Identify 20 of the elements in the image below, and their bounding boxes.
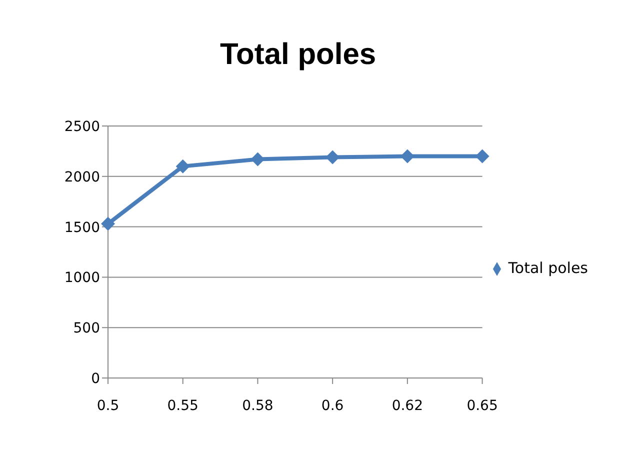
point [101, 216, 115, 231]
y-tick-label: 0 [91, 370, 100, 387]
y-tick-label: 500 [73, 320, 100, 337]
point [176, 159, 190, 174]
legend-label: Total poles [508, 259, 588, 277]
chart-title: Total poles [218, 38, 378, 72]
x-tick-label: 0.6 [321, 398, 344, 414]
point [475, 149, 490, 164]
x-tick-label: 0.55 [167, 398, 198, 414]
point [250, 152, 265, 166]
y-tick-label: 1000 [64, 270, 100, 286]
point [326, 150, 340, 164]
y-tick-label: 2000 [64, 169, 100, 186]
point [400, 149, 414, 164]
x-tick-label: 0.62 [392, 398, 424, 414]
x-tick-label: 0.5 [96, 398, 120, 414]
x-tick-label: 0.65 [466, 398, 498, 414]
y-tick-label: 1500 [64, 220, 100, 236]
x-tick-label: 0.58 [242, 398, 274, 414]
y-tick-label: 2500 [64, 118, 100, 135]
